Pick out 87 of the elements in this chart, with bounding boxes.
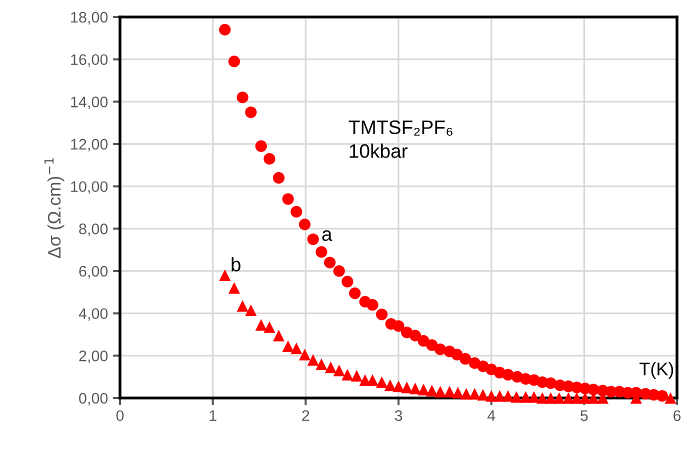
point <box>245 304 257 316</box>
point <box>434 386 446 398</box>
point <box>298 348 311 360</box>
x-tick-label: 2 <box>302 410 310 421</box>
point <box>290 342 302 354</box>
point <box>366 299 378 311</box>
point <box>426 384 438 396</box>
point <box>272 330 285 342</box>
point <box>236 300 248 312</box>
point <box>333 364 345 376</box>
point <box>570 392 583 404</box>
y-axis-title: Δσ (Ω.cm)$^{−1}$ <box>44 158 64 258</box>
point <box>349 287 361 300</box>
annotation: a <box>322 230 332 241</box>
point <box>656 390 668 402</box>
point <box>255 319 267 331</box>
point <box>477 389 489 401</box>
point <box>494 390 506 402</box>
y-tick-label: 6,00 <box>79 266 108 278</box>
point <box>290 206 302 218</box>
point <box>350 370 363 382</box>
point <box>282 193 294 205</box>
point <box>245 106 257 118</box>
point <box>316 358 328 370</box>
point <box>536 392 548 404</box>
x-tick-label: 5 <box>580 410 588 422</box>
point <box>324 362 337 374</box>
point <box>366 374 378 386</box>
point <box>468 388 480 400</box>
point <box>409 382 422 394</box>
y-tick-label: 8,00 <box>79 224 108 236</box>
x-tick-label: 3 <box>394 410 402 422</box>
point <box>502 390 514 402</box>
point <box>409 330 422 342</box>
point <box>553 392 565 404</box>
point <box>342 368 354 381</box>
y-tick-label: 0,00 <box>79 392 108 406</box>
y-tick-label: 18,00 <box>71 12 108 24</box>
point <box>528 391 540 403</box>
point <box>264 153 276 165</box>
point <box>384 379 396 392</box>
point <box>255 140 267 152</box>
point <box>664 392 676 404</box>
point <box>452 386 464 399</box>
x-axis-title: T(K) <box>640 362 674 379</box>
point <box>307 354 319 366</box>
point <box>544 392 557 404</box>
point <box>486 390 498 402</box>
point <box>376 308 388 320</box>
y-tick-label: 14,00 <box>71 96 108 110</box>
point <box>562 392 574 404</box>
point <box>418 384 430 396</box>
point <box>219 24 231 36</box>
x-tick-label: 4 <box>487 410 496 421</box>
point <box>392 320 404 332</box>
y-tick-label: 2,00 <box>79 350 108 364</box>
point <box>460 388 472 400</box>
point <box>272 172 285 184</box>
x-tick-label: 1 <box>210 410 216 421</box>
point <box>307 233 319 246</box>
y-tick-label: 4,00 <box>78 308 108 321</box>
annotation: TMTSF₂PF₆ 10kbar <box>348 120 452 158</box>
point <box>376 376 388 388</box>
point <box>333 265 345 277</box>
point <box>298 218 311 230</box>
y-tick-label: 16,00 <box>71 54 108 67</box>
point <box>228 282 240 294</box>
point <box>520 391 532 403</box>
x-tick-label: 6 <box>674 410 681 422</box>
point <box>544 377 557 389</box>
point <box>510 391 522 403</box>
point <box>434 344 446 356</box>
point <box>392 380 404 392</box>
point <box>316 246 328 258</box>
point <box>264 321 276 333</box>
point <box>282 340 294 352</box>
y-tick-label: 10,00 <box>71 181 108 194</box>
point <box>219 269 231 282</box>
point <box>460 353 472 365</box>
point <box>444 386 456 398</box>
point <box>342 276 354 288</box>
point <box>324 256 336 268</box>
x-tick-label: 0 <box>116 410 124 422</box>
annotation: b <box>232 257 240 272</box>
y-tick-label: 12,00 <box>71 138 108 152</box>
point <box>228 56 240 68</box>
point <box>236 92 248 104</box>
